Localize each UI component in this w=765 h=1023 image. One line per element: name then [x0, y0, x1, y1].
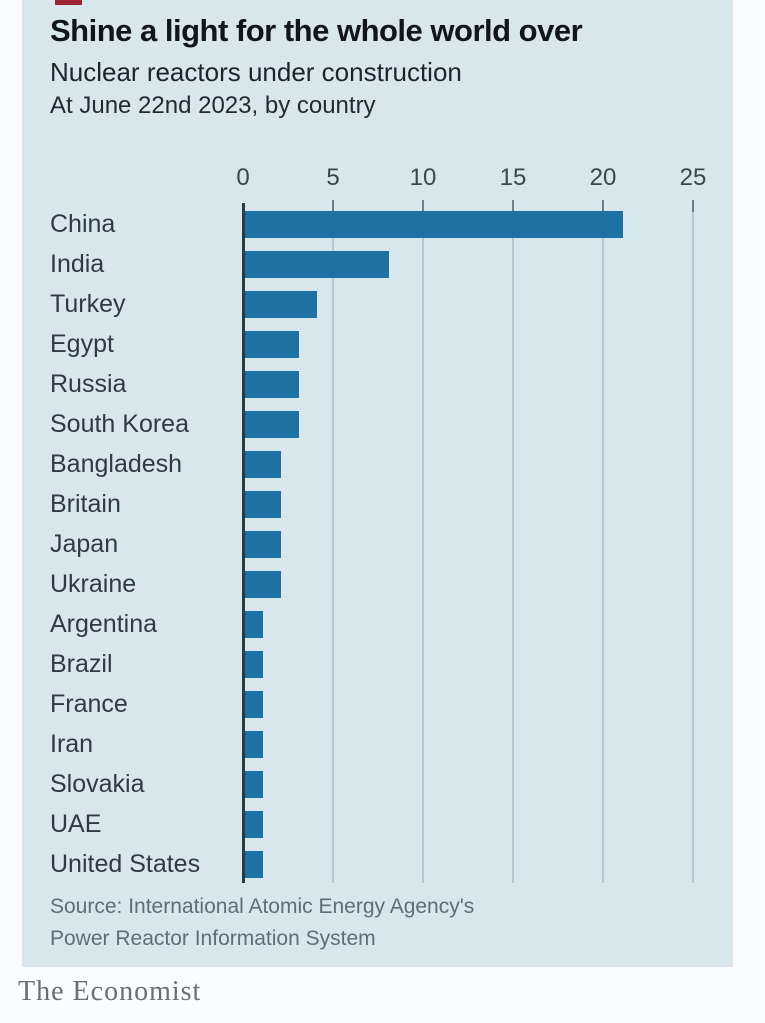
- chart-date-note: At June 22nd 2023, by country: [50, 92, 376, 119]
- gridline: [602, 203, 604, 883]
- x-axis-tick-mark: [332, 200, 334, 212]
- bar-argentina: [245, 611, 263, 638]
- x-axis-tick-mark: [422, 200, 424, 212]
- country-label: Egypt: [50, 330, 114, 358]
- country-label: United States: [50, 850, 201, 878]
- source-line-2: Power Reactor Information System: [50, 926, 376, 950]
- page-title: Shine a light for the whole world over: [50, 13, 583, 48]
- country-label: UAE: [50, 810, 102, 838]
- country-label: Britain: [50, 490, 121, 518]
- bar-iran: [245, 731, 263, 758]
- bar-france: [245, 691, 263, 718]
- gridline: [512, 203, 514, 883]
- bar-turkey: [245, 291, 317, 318]
- country-label: Argentina: [50, 610, 158, 638]
- chart-subtitle: Nuclear reactors under construction: [50, 57, 462, 87]
- bar-britain: [245, 491, 281, 518]
- x-axis-tick-label: 15: [499, 164, 527, 191]
- x-axis-tick-mark: [602, 200, 604, 212]
- country-label: South Korea: [50, 410, 189, 438]
- x-axis-tick-label: 20: [589, 164, 617, 191]
- bar-south-korea: [245, 411, 299, 438]
- x-axis-tick-label: 0: [236, 164, 250, 191]
- country-label: Ukraine: [50, 570, 137, 598]
- source-note: Source: International Atomic Energy Agen…: [50, 891, 474, 954]
- x-axis-tick-label: 5: [326, 164, 340, 191]
- country-label: Brazil: [50, 650, 113, 678]
- country-label: Turkey: [50, 290, 126, 318]
- country-label: China: [50, 210, 116, 238]
- gridline: [692, 203, 694, 883]
- bar-bangladesh: [245, 451, 281, 478]
- country-label: Iran: [50, 730, 94, 758]
- bar-united-states: [245, 851, 263, 878]
- economist-wordmark: The Economist: [18, 976, 202, 1007]
- bar-slovakia: [245, 771, 263, 798]
- gridline: [422, 203, 424, 883]
- bar-japan: [245, 531, 281, 558]
- bar-uae: [245, 811, 263, 838]
- bar-chart: 0 5 10 15 20 25 China India Turkey Egypt Russia Sou…: [22, 0, 733, 967]
- economist-red-tab: [55, 0, 82, 5]
- bar-brazil: [245, 651, 263, 678]
- country-label: France: [50, 690, 128, 718]
- y-axis-line: [242, 203, 245, 883]
- country-label: India: [50, 250, 105, 278]
- country-label: Japan: [50, 530, 119, 558]
- country-label: Bangladesh: [50, 450, 183, 478]
- country-label: Slovakia: [50, 770, 145, 798]
- source-line-1: Source: International Atomic Energy Agen…: [50, 895, 475, 918]
- x-axis-tick-mark: [692, 200, 694, 212]
- x-axis-tick-mark: [512, 200, 514, 212]
- x-axis-tick-label: 25: [679, 164, 707, 191]
- bar-egypt: [245, 331, 299, 358]
- bar-india: [245, 251, 389, 278]
- chart-panel: Shine a light for the whole world over N…: [22, 0, 733, 967]
- bar-china: [245, 211, 623, 238]
- country-label: Russia: [50, 370, 127, 398]
- gridline: [332, 203, 334, 883]
- x-axis-tick-label: 10: [409, 164, 437, 191]
- bar-russia: [245, 371, 299, 398]
- bar-ukraine: [245, 571, 281, 598]
